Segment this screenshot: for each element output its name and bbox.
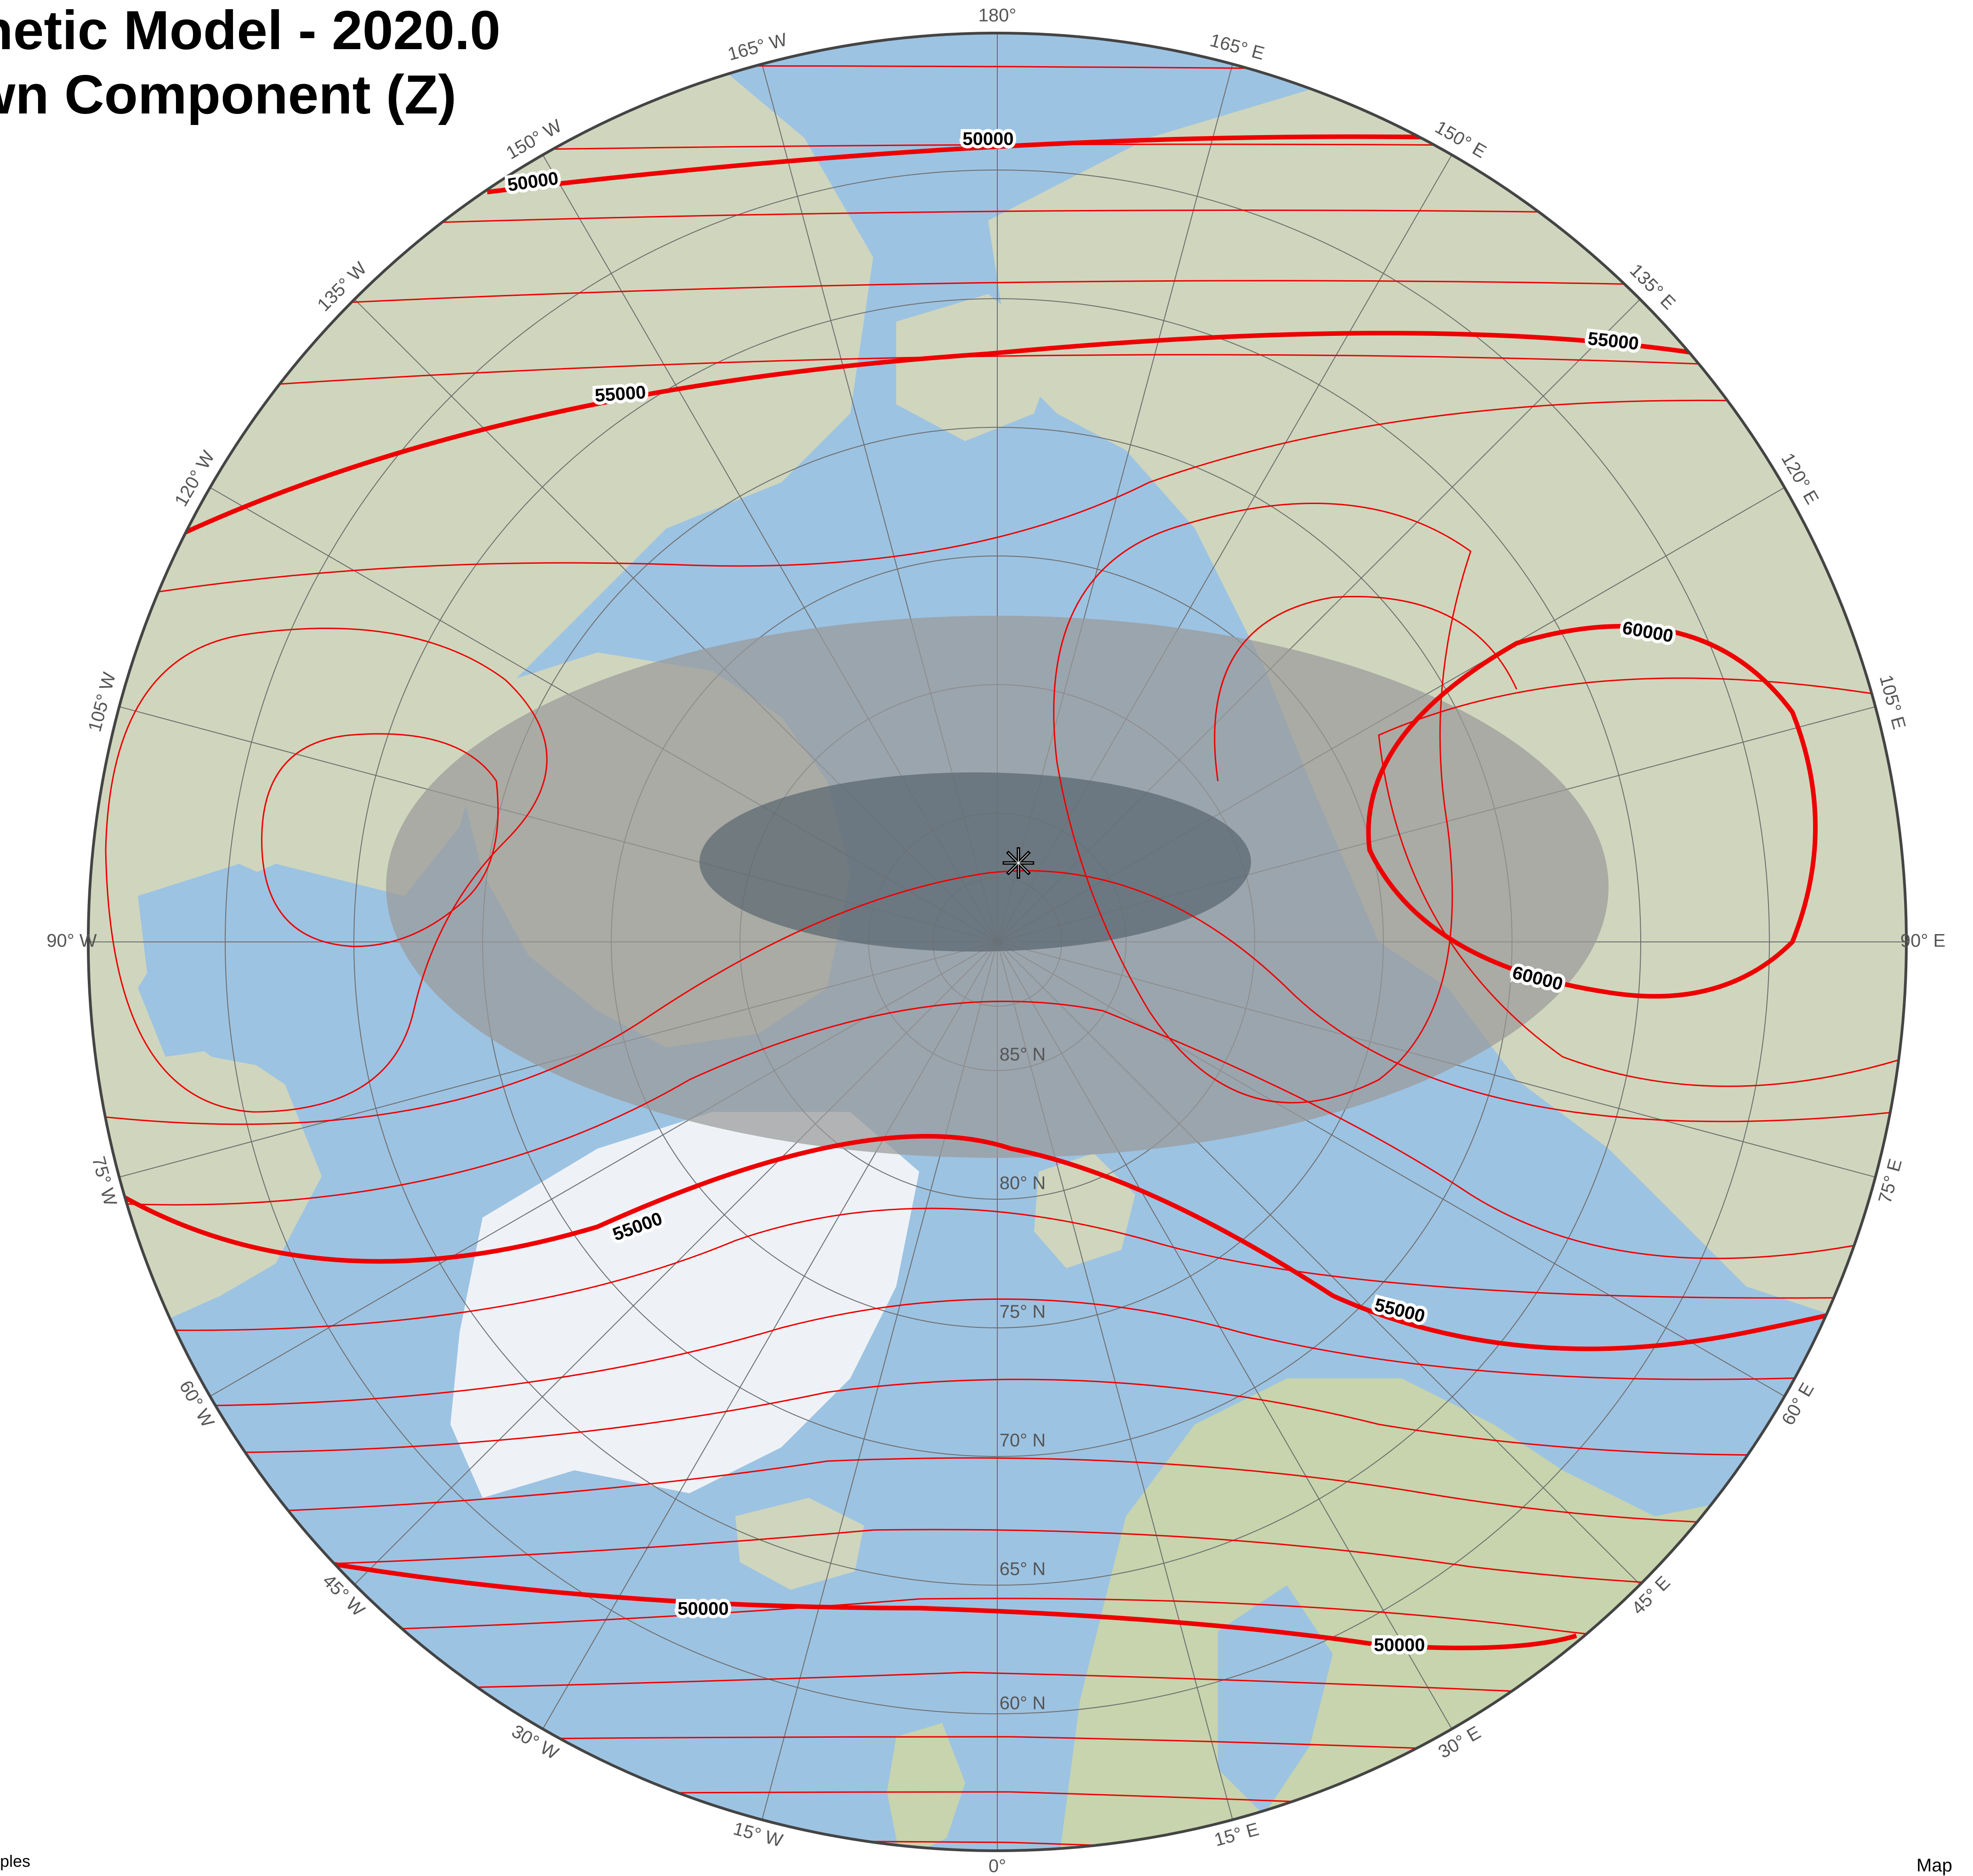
latitude-label: 75° N — [1000, 1302, 1046, 1322]
globe-rim — [87, 32, 1908, 1852]
map-title-line-2: wn Component (Z) — [0, 64, 457, 125]
contour-lines-major — [118, 134, 1906, 1650]
scandinavia-land — [1057, 1378, 1906, 1851]
longitude-label: 90° W — [46, 931, 97, 951]
contour-label: 55000 — [594, 382, 647, 406]
latitude-label: 65° N — [1000, 1559, 1046, 1579]
latitude-label: 60° N — [1000, 1693, 1046, 1713]
latitude-labels: 85° N 80° N 75° N 70° N 65° N 60° N — [1000, 1044, 1046, 1713]
iceland-land — [735, 1498, 864, 1590]
chukotka-land — [896, 294, 1057, 441]
kara-sea — [1333, 1034, 1609, 1287]
latitude-label: 70° N — [1000, 1430, 1046, 1451]
map-title-line-1: gnetic Model - 2020.0 — [0, 0, 501, 61]
latitude-label: 85° N — [1000, 1044, 1046, 1065]
contour-label: 50000 — [677, 1599, 728, 1619]
asterisk-icon: ✳ — [1001, 840, 1035, 888]
hudson-bay — [138, 864, 377, 1071]
footer-note-right: Map — [1916, 1855, 1952, 1876]
contour-label: 50000 — [962, 129, 1013, 149]
svalbard-land — [1034, 1153, 1135, 1268]
longitude-label: 90° E — [1900, 931, 1945, 951]
longitude-label: 180° — [978, 6, 1017, 26]
greenland-ice — [450, 1112, 919, 1498]
longitude-label: 0° — [989, 1856, 1006, 1874]
land-layer — [88, 41, 1906, 1851]
footer-note-left: ples — [0, 1852, 31, 1870]
baltic-sea — [1218, 1585, 1333, 1815]
contour-label: 50000 — [1374, 1635, 1425, 1655]
latitude-label: 80° N — [1000, 1173, 1046, 1193]
blackout-zone — [699, 772, 1251, 952]
